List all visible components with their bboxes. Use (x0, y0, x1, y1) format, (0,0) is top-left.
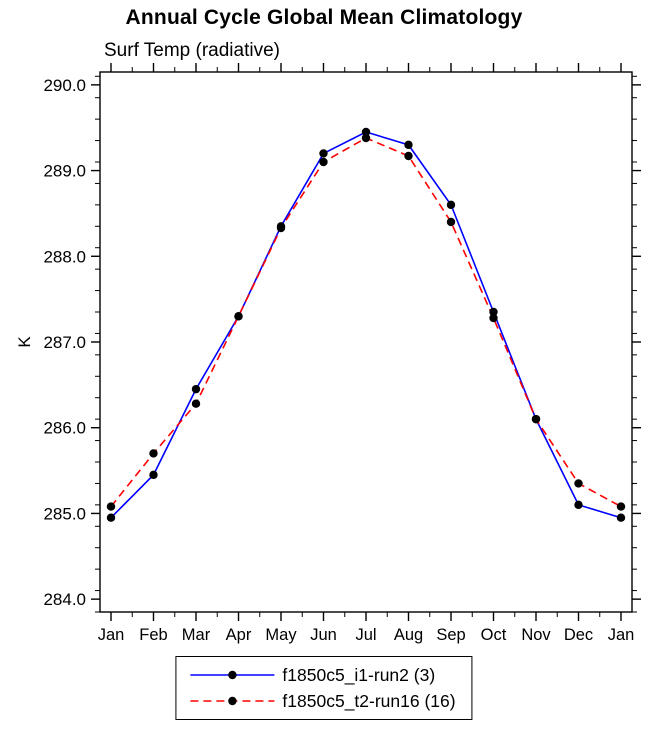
legend-marker (228, 696, 237, 706)
chart-title: Annual Cycle Global Mean Climatology (125, 6, 523, 29)
plot-frame (99, 71, 633, 613)
x-tick-label: Jun (310, 626, 337, 644)
legend-line-sample (190, 670, 275, 680)
x-tick-label: Dec (564, 626, 593, 644)
legend-item: f1850c5_i1-run2 (3) (188, 662, 455, 688)
data-point-marker (361, 127, 371, 137)
data-point-marker (319, 149, 328, 158)
data-point-marker (149, 470, 158, 480)
data-point-marker (574, 500, 583, 510)
data-point-marker (106, 502, 116, 511)
data-point-marker (574, 479, 583, 488)
data-point-marker (446, 217, 456, 227)
legend-item: f1850c5_t2-run16 (16) (188, 688, 456, 714)
legend-line-sample (190, 696, 275, 706)
legend-label: f1850c5_i1-run2 (3) (282, 664, 436, 685)
data-point-marker (616, 502, 626, 511)
data-point-marker (276, 223, 286, 233)
data-point-marker (191, 384, 201, 394)
legend-marker (228, 670, 237, 680)
data-point-marker (191, 399, 201, 408)
data-point-marker (361, 133, 371, 143)
data-point-marker (446, 200, 456, 210)
data-point-marker (149, 449, 158, 458)
y-tick-label: 284.0 (43, 590, 86, 609)
y-tick-label: 286.0 (43, 419, 86, 438)
data-point-marker (234, 312, 243, 321)
y-tick-label: 290.0 (43, 76, 86, 95)
x-tick-label: Jan (608, 626, 635, 644)
series-line (110, 137, 622, 508)
y-axis-label: K (15, 336, 34, 348)
data-point-marker (404, 140, 413, 150)
data-point-marker (489, 307, 498, 317)
data-point-marker (531, 414, 541, 424)
series-line (110, 131, 622, 519)
legend-label: f1850c5_t2-run16 (16) (282, 690, 456, 711)
chart-subtitle: Surf Temp (radiative) (104, 40, 280, 61)
y-tick-label: 285.0 (43, 504, 86, 523)
x-tick-label: May (265, 626, 297, 644)
x-tick-label: Apr (226, 626, 252, 644)
x-tick-label: Mar (182, 626, 211, 644)
y-tick-label: 287.0 (43, 333, 86, 352)
x-tick-label: Feb (139, 626, 167, 644)
y-tick-label: 288.0 (43, 247, 86, 266)
x-tick-label: Jul (355, 626, 376, 644)
data-point-marker (106, 513, 116, 522)
data-point-marker (489, 313, 498, 323)
x-tick-label: Jan (98, 626, 125, 644)
x-tick-label: Sep (436, 626, 465, 644)
data-point-marker (404, 151, 413, 161)
y-tick-label: 289.0 (43, 162, 86, 181)
x-tick-label: Nov (521, 626, 551, 644)
x-tick-label: Aug (394, 626, 423, 644)
data-point-marker (319, 157, 328, 167)
data-point-marker (616, 513, 626, 522)
x-tick-label: Oct (481, 626, 507, 644)
legend: f1850c5_i1-run2 (3) f1850c5_t2-run16 (16) (175, 656, 473, 720)
